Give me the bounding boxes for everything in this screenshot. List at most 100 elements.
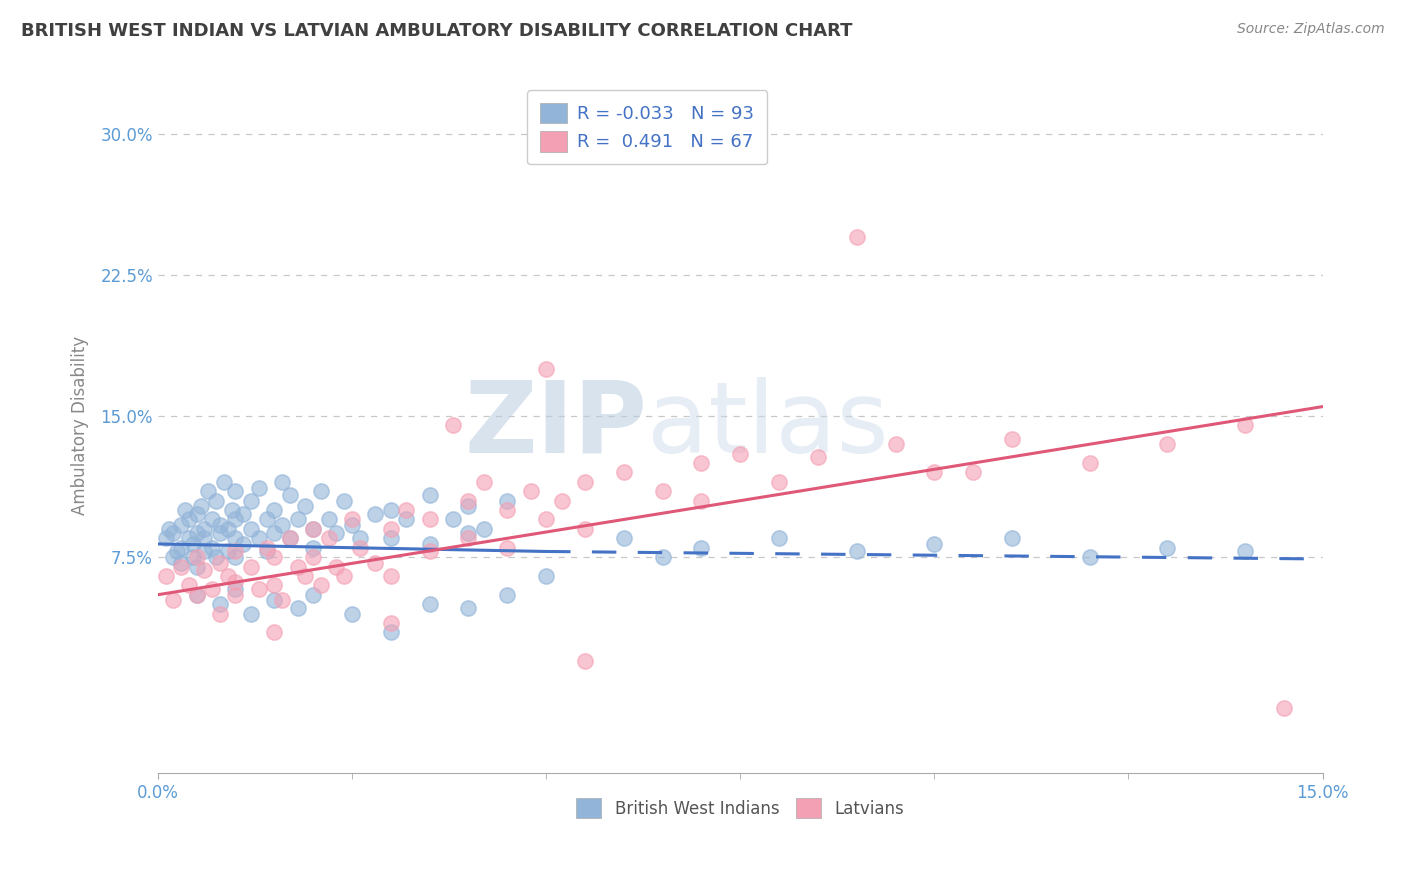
Point bbox=[395, 512, 418, 526]
Point bbox=[217, 522, 239, 536]
Point bbox=[240, 559, 263, 574]
Point bbox=[263, 593, 285, 607]
Point bbox=[302, 522, 325, 536]
Point bbox=[263, 525, 285, 540]
Point bbox=[574, 475, 596, 489]
Point bbox=[278, 531, 301, 545]
Point bbox=[472, 522, 495, 536]
Point bbox=[177, 512, 200, 526]
Point bbox=[496, 588, 519, 602]
Point bbox=[256, 541, 278, 555]
Point bbox=[193, 563, 215, 577]
Point bbox=[232, 507, 254, 521]
Point bbox=[364, 507, 387, 521]
Point bbox=[550, 493, 572, 508]
Point bbox=[380, 625, 402, 640]
Point bbox=[170, 559, 193, 574]
Point bbox=[224, 574, 246, 589]
Point bbox=[651, 550, 673, 565]
Point bbox=[256, 544, 278, 558]
Point bbox=[380, 615, 402, 630]
Point bbox=[302, 588, 325, 602]
Point bbox=[240, 607, 263, 621]
Point bbox=[574, 654, 596, 668]
Point bbox=[534, 569, 557, 583]
Point bbox=[807, 450, 830, 465]
Point bbox=[534, 362, 557, 376]
Point bbox=[162, 593, 184, 607]
Text: BRITISH WEST INDIAN VS LATVIAN AMBULATORY DISABILITY CORRELATION CHART: BRITISH WEST INDIAN VS LATVIAN AMBULATOR… bbox=[21, 22, 852, 40]
Point bbox=[170, 518, 193, 533]
Point bbox=[496, 541, 519, 555]
Point bbox=[419, 544, 441, 558]
Point bbox=[1078, 550, 1101, 565]
Point bbox=[690, 493, 713, 508]
Point bbox=[186, 588, 208, 602]
Point bbox=[224, 531, 246, 545]
Point bbox=[1001, 432, 1024, 446]
Point bbox=[224, 512, 246, 526]
Point bbox=[197, 484, 219, 499]
Point bbox=[247, 531, 270, 545]
Point bbox=[247, 481, 270, 495]
Point bbox=[181, 550, 204, 565]
Point bbox=[271, 593, 294, 607]
Point bbox=[263, 625, 285, 640]
Text: atlas: atlas bbox=[647, 377, 889, 474]
Point bbox=[181, 537, 204, 551]
Point bbox=[340, 607, 363, 621]
Point bbox=[309, 484, 332, 499]
Point bbox=[271, 475, 294, 489]
Point bbox=[190, 500, 212, 514]
Point bbox=[380, 531, 402, 545]
Point bbox=[186, 559, 208, 574]
Point bbox=[170, 541, 193, 555]
Point bbox=[205, 493, 228, 508]
Point bbox=[263, 550, 285, 565]
Point bbox=[193, 522, 215, 536]
Point bbox=[395, 503, 418, 517]
Point bbox=[208, 556, 231, 570]
Point bbox=[208, 525, 231, 540]
Point bbox=[419, 597, 441, 611]
Point bbox=[318, 531, 340, 545]
Point bbox=[613, 531, 636, 545]
Point bbox=[155, 531, 177, 545]
Point bbox=[159, 522, 181, 536]
Point bbox=[325, 525, 347, 540]
Point bbox=[309, 578, 332, 592]
Point bbox=[534, 512, 557, 526]
Point bbox=[333, 493, 356, 508]
Point bbox=[318, 512, 340, 526]
Point bbox=[380, 503, 402, 517]
Point bbox=[457, 601, 479, 615]
Point bbox=[380, 569, 402, 583]
Point bbox=[325, 559, 347, 574]
Point bbox=[441, 512, 464, 526]
Point bbox=[728, 447, 751, 461]
Point bbox=[294, 569, 316, 583]
Point bbox=[186, 507, 208, 521]
Point bbox=[845, 544, 868, 558]
Text: Source: ZipAtlas.com: Source: ZipAtlas.com bbox=[1237, 22, 1385, 37]
Point bbox=[690, 541, 713, 555]
Text: ZIP: ZIP bbox=[464, 377, 647, 474]
Point bbox=[256, 512, 278, 526]
Point bbox=[962, 466, 984, 480]
Point bbox=[162, 550, 184, 565]
Point bbox=[768, 475, 790, 489]
Point bbox=[496, 493, 519, 508]
Point bbox=[457, 531, 479, 545]
Point bbox=[496, 503, 519, 517]
Point bbox=[170, 556, 193, 570]
Point bbox=[174, 503, 197, 517]
Point bbox=[349, 531, 371, 545]
Point bbox=[186, 550, 208, 565]
Point bbox=[263, 578, 285, 592]
Point bbox=[201, 541, 224, 555]
Point bbox=[302, 550, 325, 565]
Point bbox=[287, 559, 309, 574]
Point bbox=[278, 488, 301, 502]
Point bbox=[333, 569, 356, 583]
Point bbox=[186, 525, 208, 540]
